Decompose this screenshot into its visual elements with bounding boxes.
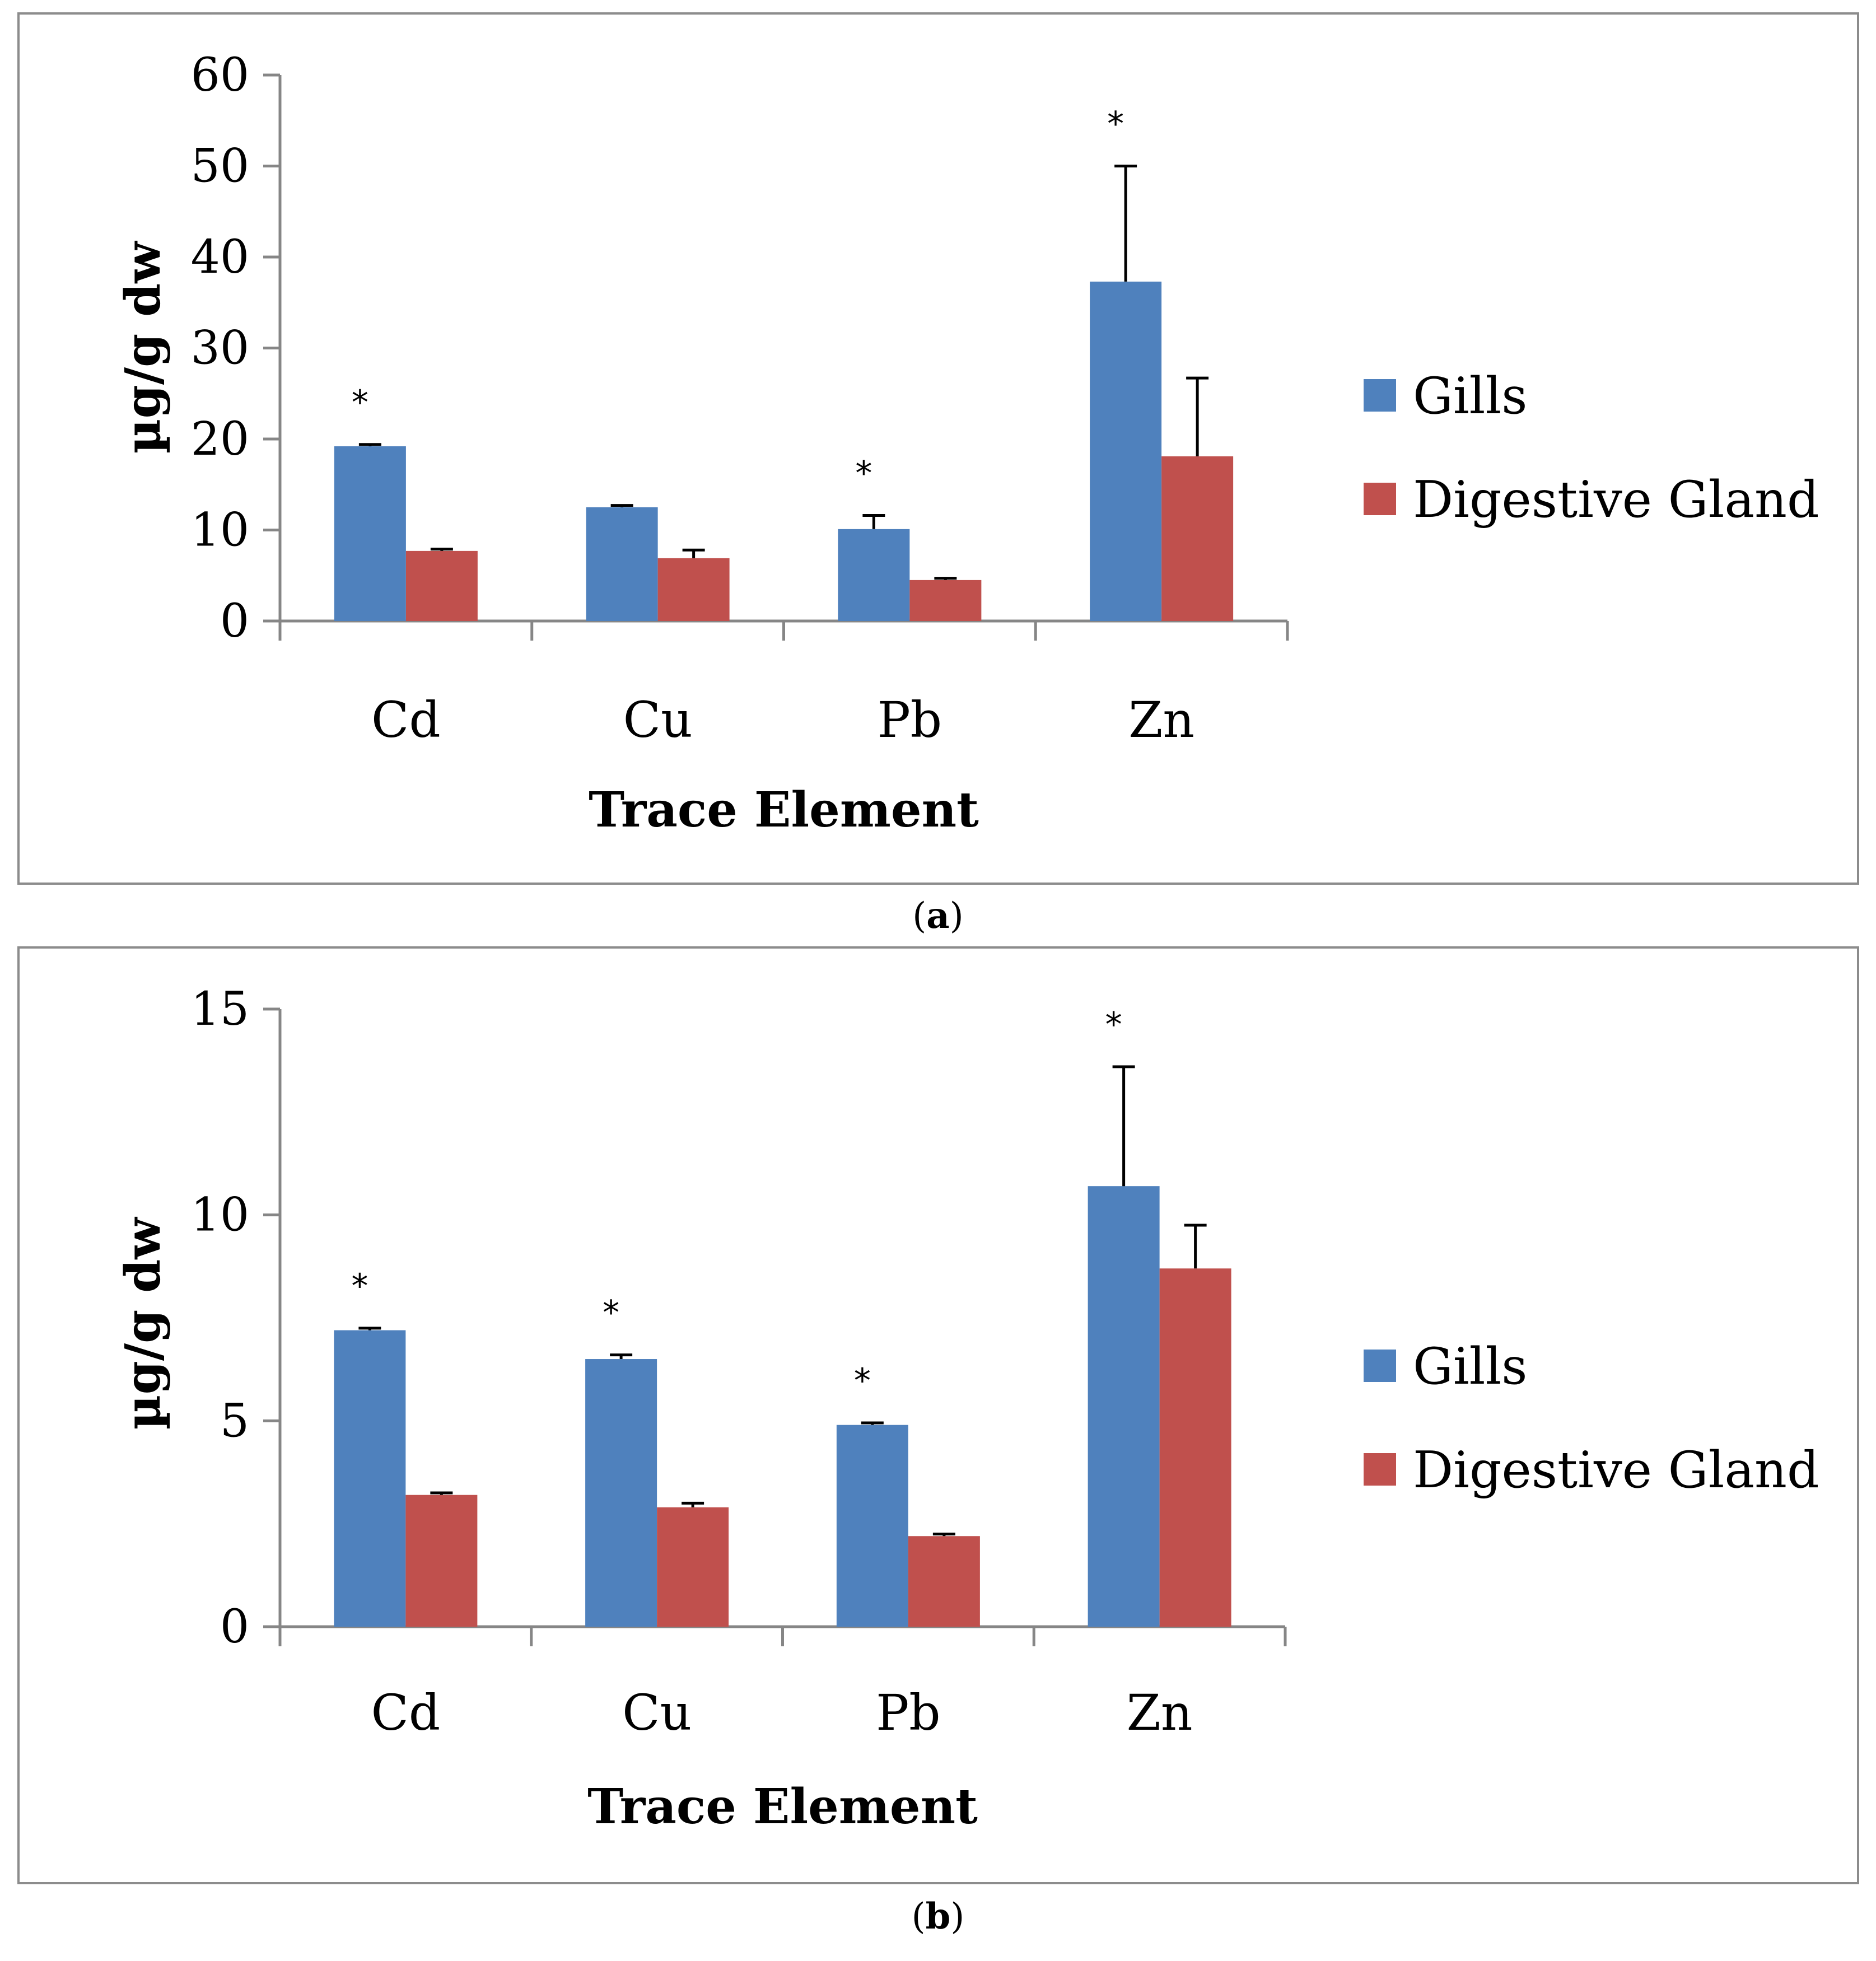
x-category-label: Zn: [1128, 691, 1194, 749]
bar-pb-digestive-gland: [909, 580, 982, 621]
x-axis-title: Trace Element: [589, 782, 979, 838]
legend-label-digestive-gland: Digestive Gland: [1413, 1441, 1819, 1500]
y-tick-label: 30: [191, 322, 249, 375]
bar-cd-gills: [334, 446, 406, 621]
x-category-label: Pb: [876, 1684, 941, 1741]
bar-zn-gills: [1088, 1186, 1160, 1627]
x-category-label: Cu: [622, 1684, 692, 1741]
chart-b-svg: 0 5 10 15 * Cd * Cu * Pb * Zn Trace Element µg/g dw Gi…: [115, 983, 1819, 1835]
caption-a: (a): [912, 895, 964, 937]
chart-a-svg: 0 10 20 30 40 50 60 * Cd Cu * Pb * Zn Trace Element µg/…: [115, 49, 1819, 838]
significance-marker: *: [854, 1361, 871, 1400]
x-category-label: Cd: [371, 691, 441, 749]
legend-label-gills: Gills: [1413, 367, 1527, 426]
significance-marker: *: [351, 1267, 368, 1306]
bar-zn-digestive-gland: [1161, 456, 1234, 621]
x-category-label: Zn: [1127, 1684, 1193, 1741]
caption-b: (b): [911, 1895, 965, 1937]
y-tick-label: 0: [220, 1600, 249, 1654]
y-tick-label: 10: [191, 504, 249, 557]
bar-pb-gills: [836, 1425, 908, 1627]
y-axis-title: µg/g dw: [115, 1217, 171, 1430]
bar-zn-gills: [1090, 281, 1162, 621]
significance-marker: *: [603, 1294, 619, 1333]
y-tick-label: 40: [191, 231, 249, 284]
significance-marker: *: [352, 383, 368, 422]
bar-cd-digestive-gland: [405, 550, 478, 621]
bar-pb-digestive-gland: [908, 1536, 980, 1627]
bar-cu-gills: [585, 1359, 657, 1627]
bar-cd-gills: [334, 1330, 406, 1627]
chart-panel-b: 0 5 10 15 * Cd * Cu * Pb * Zn Trace Element µg/g dw Gi…: [17, 946, 1859, 1884]
significance-marker: *: [1107, 105, 1124, 144]
x-axis-title: Trace Element: [587, 1778, 978, 1835]
legend-swatch-digestive-gland: [1364, 1453, 1396, 1486]
significance-marker: *: [1105, 1005, 1122, 1044]
y-tick-label: 15: [191, 983, 249, 1036]
bar-cu-digestive-gland: [657, 558, 730, 621]
legend-swatch-gills: [1364, 379, 1396, 412]
chart-panel-a: 0 10 20 30 40 50 60 * Cd Cu * Pb * Zn Trace Element µg/…: [17, 12, 1859, 885]
legend-swatch-digestive-gland: [1364, 483, 1396, 515]
bar-cd-digestive-gland: [405, 1495, 478, 1627]
y-axis-title: µg/g dw: [115, 241, 171, 454]
bar-cu-digestive-gland: [657, 1507, 729, 1627]
bar-cu-gills: [586, 507, 658, 621]
x-category-label: Cu: [623, 691, 693, 749]
y-tick-label: 20: [191, 413, 249, 466]
x-category-label: Cd: [371, 1684, 441, 1741]
y-tick-label: 50: [191, 140, 249, 193]
y-tick-label: 60: [191, 49, 249, 102]
bar-pb-gills: [838, 529, 910, 621]
legend-swatch-gills: [1364, 1350, 1396, 1382]
caption-b-label: b: [925, 1895, 951, 1937]
y-tick-label: 10: [191, 1189, 249, 1242]
legend-label-digestive-gland: Digestive Gland: [1413, 470, 1819, 529]
y-tick-label: 0: [220, 595, 249, 648]
legend-label-gills: Gills: [1413, 1337, 1527, 1396]
caption-a-label: a: [926, 895, 950, 937]
y-tick-label: 5: [220, 1394, 249, 1448]
bar-zn-digestive-gland: [1159, 1268, 1231, 1627]
significance-marker: *: [855, 454, 872, 493]
x-category-label: Pb: [878, 691, 942, 749]
